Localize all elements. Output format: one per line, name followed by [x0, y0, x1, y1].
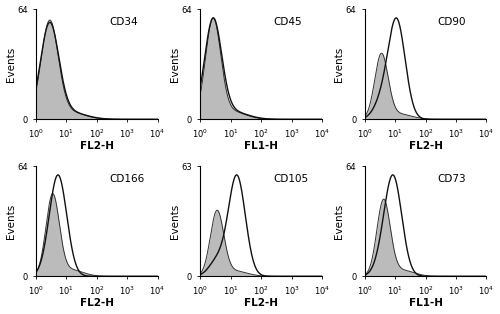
X-axis label: FL2-H: FL2-H [80, 298, 114, 308]
Y-axis label: Events: Events [6, 203, 16, 239]
X-axis label: FL2-H: FL2-H [244, 298, 278, 308]
Y-axis label: Events: Events [334, 46, 344, 82]
Y-axis label: Events: Events [170, 203, 180, 239]
Text: CD105: CD105 [274, 174, 308, 184]
X-axis label: FL1-H: FL1-H [244, 141, 278, 151]
Y-axis label: Events: Events [334, 203, 344, 239]
Y-axis label: Events: Events [6, 46, 16, 82]
Text: CD45: CD45 [274, 17, 302, 27]
Y-axis label: Events: Events [170, 46, 180, 82]
Text: CD90: CD90 [438, 17, 466, 27]
X-axis label: FL2-H: FL2-H [80, 141, 114, 151]
X-axis label: FL2-H: FL2-H [408, 141, 442, 151]
Text: CD166: CD166 [109, 174, 144, 184]
Text: CD34: CD34 [109, 17, 138, 27]
Text: CD73: CD73 [438, 174, 466, 184]
X-axis label: FL1-H: FL1-H [408, 298, 442, 308]
